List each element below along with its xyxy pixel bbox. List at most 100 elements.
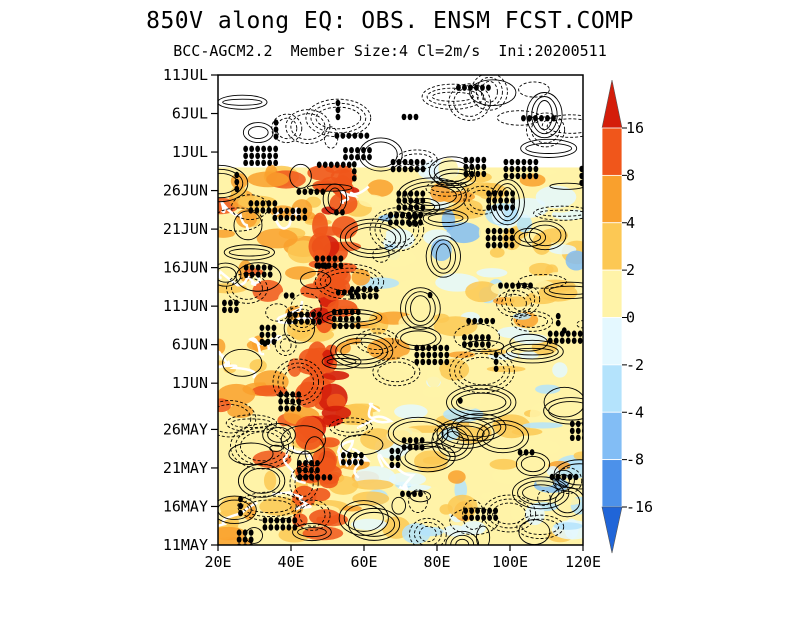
colorbar-label: -2 <box>626 356 644 374</box>
significance-dot <box>358 452 364 459</box>
significance-dot <box>273 159 279 167</box>
significance-dot <box>469 507 475 514</box>
significance-dot <box>254 200 260 207</box>
forecast-contours <box>218 75 583 545</box>
forecast-contour-line <box>419 525 437 543</box>
significance-dot <box>367 293 373 300</box>
significance-dot <box>522 282 527 289</box>
forecast-contour-line <box>409 517 447 545</box>
significance-dot <box>297 474 303 481</box>
significance-dot <box>399 219 405 226</box>
forecast-contour-line <box>230 423 295 470</box>
significance-dot <box>278 391 284 398</box>
significance-dot <box>355 153 360 161</box>
colorbar-top-triangle <box>601 79 623 129</box>
significance-dot <box>273 126 279 133</box>
significance-dot <box>521 158 527 166</box>
significance-dot <box>466 317 472 325</box>
significance-dot <box>351 175 357 182</box>
forecast-contour-line <box>400 153 433 166</box>
significance-dot <box>396 165 402 173</box>
anomaly-blob <box>351 518 388 530</box>
significance-dot <box>259 324 265 331</box>
significance-dot <box>493 365 499 372</box>
significance-dot <box>255 159 261 167</box>
plot-frame <box>217 74 584 546</box>
obs-contour-line <box>356 402 394 430</box>
forecast-contour-line <box>459 356 505 386</box>
significance-dot <box>569 420 575 428</box>
significance-dot <box>412 490 417 498</box>
forecast-contour-line <box>541 114 583 138</box>
x-tick-label: 80E <box>423 553 450 571</box>
significance-dot <box>355 315 361 323</box>
significance-dot <box>533 158 539 166</box>
anomaly-blob <box>522 422 563 429</box>
y-tick-label: 11MAY <box>163 536 208 554</box>
anomaly-blob <box>553 522 583 530</box>
forecast-contour-line <box>344 222 402 255</box>
anomaly-blob <box>311 351 325 375</box>
forecast-contour-line <box>510 310 554 332</box>
forecast-contour-line <box>300 270 332 290</box>
anomaly-blob <box>465 281 499 303</box>
forecast-contour-line <box>533 205 583 221</box>
significance-dot <box>408 165 414 173</box>
forecast-contour-line <box>242 467 281 494</box>
anomaly-blob <box>565 250 583 271</box>
significance-dot <box>260 200 266 207</box>
forecast-contour-line <box>435 243 451 270</box>
anomaly-blob <box>447 470 466 484</box>
significance-dot <box>486 197 492 204</box>
forecast-contour-line <box>290 113 326 140</box>
forecast-contour-line <box>469 79 517 106</box>
significance-dot <box>305 318 310 325</box>
significance-dot <box>335 106 341 114</box>
significance-dot <box>340 459 346 466</box>
significance-dot <box>234 306 239 314</box>
forecast-contour-line <box>446 425 485 441</box>
colorbar-segment <box>601 364 623 413</box>
significance-dot <box>503 158 509 166</box>
significance-dot <box>346 161 352 168</box>
forecast-contour-line <box>247 126 269 139</box>
significance-dot <box>331 308 337 316</box>
forecast-contour-line <box>395 149 438 170</box>
significance-dot <box>467 341 473 348</box>
significance-dot <box>343 322 349 330</box>
significance-dot <box>343 315 349 323</box>
x-tick-label: 40E <box>277 553 304 571</box>
forecast-contour-line <box>576 320 583 329</box>
significance-dot <box>242 536 248 543</box>
significance-dot <box>561 473 567 481</box>
significance-dot <box>498 197 504 204</box>
significance-dot <box>407 220 413 227</box>
significance-dot <box>414 190 420 197</box>
significance-dot <box>228 299 233 307</box>
significance-dot <box>340 161 346 168</box>
significance-dot <box>353 289 359 296</box>
significance-dot <box>472 317 478 325</box>
significance-dot <box>355 322 361 330</box>
significance-dot <box>571 330 577 337</box>
significance-dot <box>367 286 373 293</box>
anomaly-blob <box>321 279 347 301</box>
anomaly-blob <box>218 229 235 238</box>
significance-dot <box>503 165 509 173</box>
chart-title: 850V along EQ: OBS. ENSM FCST.COMP <box>146 8 634 34</box>
significance-dot <box>315 466 320 474</box>
significance-dot <box>335 99 341 107</box>
significance-dot <box>267 264 273 271</box>
significance-dot <box>373 286 379 293</box>
forecast-contour-line <box>433 168 477 189</box>
significance-dot <box>261 159 267 167</box>
anomaly-blob <box>249 359 267 373</box>
significance-dot <box>551 114 556 122</box>
significance-dot <box>426 351 432 359</box>
significance-dot <box>234 185 240 193</box>
significance-dot <box>567 473 573 481</box>
significance-dot <box>302 214 308 222</box>
significance-dot <box>309 459 314 467</box>
forecast-contour-line <box>329 417 373 437</box>
anomaly-blob <box>230 173 248 190</box>
